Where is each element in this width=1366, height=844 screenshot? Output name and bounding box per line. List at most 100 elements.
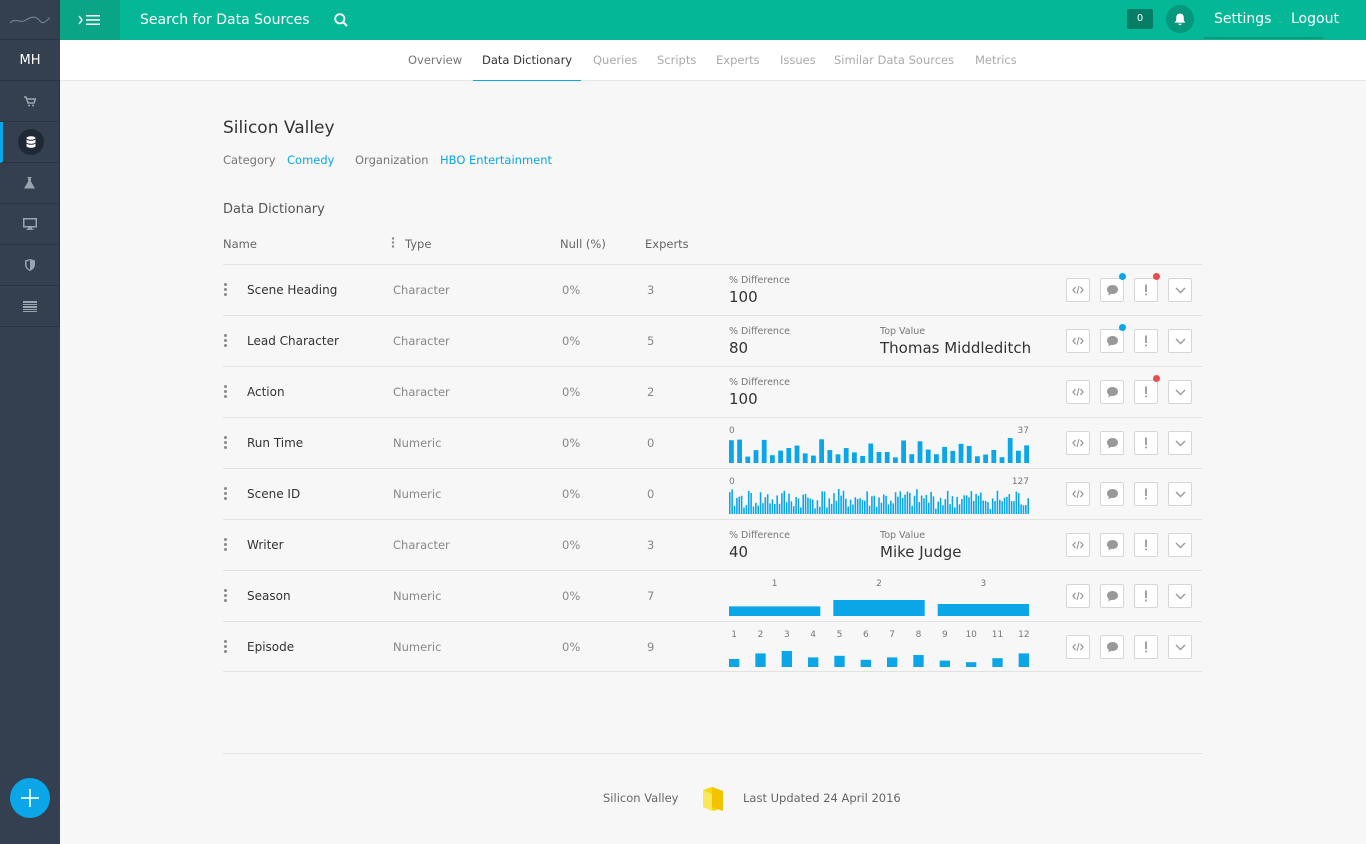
expand-button[interactable] bbox=[1168, 482, 1192, 506]
tab-data-dictionary[interactable]: Data Dictionary bbox=[473, 40, 582, 81]
field-name[interactable]: Run Time bbox=[247, 436, 304, 450]
histogram-bar bbox=[991, 449, 997, 463]
add-button[interactable] bbox=[10, 778, 50, 818]
tab-scripts[interactable]: Scripts bbox=[657, 53, 697, 67]
tab-overview[interactable]: Overview bbox=[408, 53, 463, 67]
chevron-down-icon bbox=[1175, 542, 1185, 548]
comment-button[interactable] bbox=[1100, 431, 1124, 455]
code-button[interactable] bbox=[1066, 635, 1090, 659]
field-name[interactable]: Action bbox=[247, 385, 285, 399]
histogram-bar bbox=[901, 497, 904, 514]
drag-handle-icon[interactable] bbox=[224, 589, 228, 604]
logout-link[interactable]: Logout bbox=[1291, 11, 1339, 27]
histogram-bar bbox=[954, 507, 956, 514]
sidebar-item-catalog[interactable] bbox=[0, 286, 60, 327]
issue-button[interactable] bbox=[1134, 584, 1158, 608]
code-button[interactable] bbox=[1066, 329, 1090, 353]
field-name[interactable]: Episode bbox=[247, 640, 295, 654]
column-header-name[interactable]: Name bbox=[223, 237, 257, 251]
comment-icon bbox=[1106, 489, 1118, 500]
histogram-bar bbox=[843, 448, 849, 463]
field-name[interactable]: Writer bbox=[247, 538, 284, 552]
field-name[interactable]: Scene Heading bbox=[247, 283, 338, 297]
organization-link[interactable]: HBO Entertainment bbox=[440, 153, 552, 167]
table-row[interactable]: Run Time Numeric 0% 0 0 37 bbox=[223, 417, 1202, 468]
expand-button[interactable] bbox=[1168, 380, 1192, 404]
issue-button[interactable] bbox=[1134, 533, 1158, 557]
tab-metrics[interactable]: Metrics bbox=[975, 53, 1017, 67]
sidebar-item-data-sources[interactable] bbox=[0, 122, 60, 163]
expand-button[interactable] bbox=[1168, 329, 1192, 353]
notifications-button[interactable] bbox=[1166, 5, 1194, 33]
code-button[interactable] bbox=[1066, 482, 1090, 506]
sidebar-item-dashboards[interactable] bbox=[0, 204, 60, 245]
issue-button[interactable] bbox=[1134, 273, 1160, 302]
table-row[interactable]: Action Character 0% 2 % Difference 100 bbox=[223, 366, 1202, 417]
field-name[interactable]: Season bbox=[247, 589, 291, 603]
table-row[interactable]: Lead Character Character 0% 5 % Differen… bbox=[223, 315, 1202, 366]
table-row[interactable]: Scene Heading Character 0% 3 % Differenc… bbox=[223, 264, 1202, 315]
sidebar-item-governance[interactable] bbox=[0, 245, 60, 286]
histogram-bar bbox=[755, 502, 757, 514]
drag-handle-icon[interactable] bbox=[224, 436, 228, 451]
issue-button[interactable] bbox=[1134, 329, 1158, 353]
expand-button[interactable] bbox=[1168, 533, 1192, 557]
field-type: Character bbox=[393, 385, 450, 399]
field-name[interactable]: Scene ID bbox=[247, 487, 301, 501]
issue-button[interactable] bbox=[1134, 375, 1160, 404]
search-input[interactable]: Search for Data Sources bbox=[140, 12, 310, 28]
field-name[interactable]: Lead Character bbox=[247, 334, 339, 348]
organization-value[interactable]: HBO Entertainment bbox=[440, 153, 553, 167]
column-header-null[interactable]: Null (%) bbox=[560, 237, 606, 251]
category-value[interactable]: Comedy bbox=[287, 153, 335, 167]
code-button[interactable] bbox=[1066, 431, 1090, 455]
comment-button[interactable] bbox=[1100, 273, 1126, 302]
category-label: 9 bbox=[942, 630, 948, 640]
menu-toggle-button[interactable] bbox=[60, 0, 120, 40]
expand-button[interactable] bbox=[1168, 584, 1192, 608]
expand-button[interactable] bbox=[1168, 278, 1192, 302]
comment-button[interactable] bbox=[1100, 533, 1124, 557]
logo[interactable] bbox=[0, 0, 60, 40]
table-row[interactable]: Episode Numeric 0% 9 1 2 3 4 5 6 7 8 9 10 11 12 bbox=[223, 621, 1202, 672]
table-row[interactable]: Scene ID Numeric 0% 0 0 127 bbox=[223, 468, 1202, 519]
comment-button[interactable] bbox=[1100, 635, 1124, 659]
comment-button[interactable] bbox=[1100, 324, 1126, 353]
code-button[interactable] bbox=[1066, 278, 1090, 302]
code-button[interactable] bbox=[1066, 584, 1090, 608]
comment-button[interactable] bbox=[1100, 380, 1124, 404]
drag-handle-icon[interactable] bbox=[224, 334, 228, 349]
sidebar-item-experiments[interactable] bbox=[0, 163, 60, 204]
sidebar-item-marketplace[interactable] bbox=[0, 81, 60, 122]
drag-handle-icon[interactable] bbox=[224, 487, 228, 502]
tab-experts[interactable]: Experts bbox=[716, 53, 760, 67]
drag-handle-icon[interactable] bbox=[224, 385, 228, 400]
column-header-experts[interactable]: Experts bbox=[645, 237, 689, 251]
tab-similar-data-sources[interactable]: Similar Data Sources bbox=[834, 53, 955, 67]
table-row[interactable]: Season Numeric 0% 7 1 2 3 bbox=[223, 570, 1202, 621]
expand-button[interactable] bbox=[1168, 635, 1192, 659]
drag-handle-icon[interactable] bbox=[224, 640, 228, 655]
category-link[interactable]: Comedy bbox=[287, 153, 334, 167]
avatar[interactable]: MH bbox=[0, 40, 60, 81]
column-header-type[interactable]: Type bbox=[405, 237, 432, 251]
tab-issues[interactable]: Issues bbox=[780, 53, 816, 67]
code-button[interactable] bbox=[1066, 380, 1090, 404]
histogram-bar bbox=[925, 495, 928, 514]
tab-queries[interactable]: Queries bbox=[593, 53, 638, 67]
issue-button[interactable] bbox=[1134, 482, 1158, 506]
column-resize-handle[interactable] bbox=[391, 237, 395, 251]
histogram-bar bbox=[878, 497, 880, 514]
code-button[interactable] bbox=[1066, 533, 1090, 557]
settings-link[interactable]: Settings bbox=[1214, 11, 1272, 27]
drag-handle-icon[interactable] bbox=[224, 283, 228, 298]
issue-button[interactable] bbox=[1134, 635, 1158, 659]
expand-button[interactable] bbox=[1168, 431, 1192, 455]
comment-button[interactable] bbox=[1100, 584, 1124, 608]
issue-button[interactable] bbox=[1134, 431, 1158, 455]
search-icon[interactable] bbox=[334, 12, 348, 31]
notification-count-badge[interactable]: 0 bbox=[1127, 9, 1153, 29]
drag-handle-icon[interactable] bbox=[224, 538, 228, 553]
table-row[interactable]: Writer Character 0% 3 % Difference 40 To… bbox=[223, 519, 1202, 570]
comment-button[interactable] bbox=[1100, 482, 1124, 506]
